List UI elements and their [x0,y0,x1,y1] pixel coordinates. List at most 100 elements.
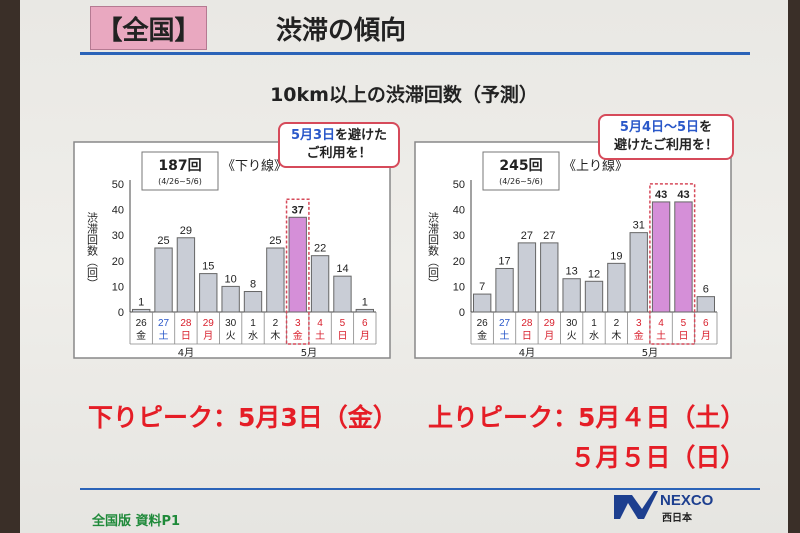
bar [154,247,173,313]
highlight-box [285,198,310,345]
y-tick-label: 40 [112,205,124,217]
x-day-label: 6 [362,318,368,329]
chart-subtitle: 10km以上の渋滞回数（予測） [270,84,538,106]
x-weekday-label: 月 [544,330,554,342]
x-weekday-label: 日 [678,331,688,342]
x-day-label: 30 [225,318,237,329]
month-label: 4月 [519,347,535,359]
bar-value-label: 6 [703,284,709,296]
bar [132,308,151,313]
bar [176,237,196,313]
bar-value-label: 17 [498,255,510,267]
callout-down-text1: を避けた [335,128,388,143]
footer-text: 全国版 資料P1 [92,514,181,529]
bar [584,280,604,313]
bar-value-label: 43 [677,189,689,201]
x-weekday-label: 金 [477,329,487,342]
x-weekday-label: 土 [159,329,169,342]
nexco-mark-icon [614,491,658,519]
callout-down-text2: ご利用を！ [306,146,372,161]
bar-value-label: 31 [633,220,645,232]
bar [288,216,307,313]
range-label: (4/26~5/6) [499,177,543,186]
bar [266,247,285,313]
bar [199,273,218,313]
x-weekday-label: 水 [589,330,599,342]
x-day-label: 3 [636,318,642,329]
bar-value-label: 25 [157,235,169,247]
x-weekday-label: 火 [226,330,236,342]
x-day-label: 26 [477,318,489,329]
x-day-label: 28 [180,318,192,329]
chart-down-line: 01020304050渋滞回数（回）187回(4/26~5/6)《下り線》126… [73,141,391,359]
y-tick-label: 10 [112,281,124,293]
bar-value-label: 43 [655,189,667,201]
chart-up-line: 01020304050渋滞回数（回）245回(4/26~5/6)《上り線》726… [414,141,732,359]
x-day-label: 3 [295,318,301,329]
y-axis-label: 渋滞回数（回） [86,212,99,289]
bar [674,201,693,313]
bar-value-label: 1 [362,296,368,308]
bar-value-label: 15 [202,261,214,273]
bar-value-label: 10 [225,273,237,285]
peak-up: 上りピーク：5月４日（土） ５月５日（日） [428,398,745,474]
x-weekday-label: 土 [656,329,666,342]
highlight-box [649,183,696,345]
x-weekday-label: 金 [634,329,644,342]
x-weekday-label: 日 [337,331,347,342]
callout-down-date: 5月3日 [290,128,336,143]
x-day-label: 4 [658,318,664,329]
bar [495,267,514,313]
month-label: 5月 [642,347,658,359]
callout-down: 5月3日を避けた ご利用を！ [278,122,400,168]
bar-value-label: 27 [521,230,533,242]
nexco-logo-text: NEXCO [660,492,714,509]
peak-up-line2: ５月５日（日） [570,443,746,472]
bar-value-label: 25 [269,235,281,247]
callout-up-text1: を [699,120,713,135]
x-day-label: 29 [203,318,215,329]
bar-value-label: 27 [543,230,555,242]
direction-label: 《上り線》 [563,158,628,174]
x-weekday-label: 日 [181,331,191,342]
x-day-label: 1 [250,318,256,329]
y-tick-label: 10 [453,281,465,293]
month-label: 5月 [301,347,317,359]
x-day-label: 6 [703,318,709,329]
y-tick-label: 0 [118,307,124,319]
x-weekday-label: 金 [136,329,146,342]
y-axis-label: 渋滞回数（回） [427,212,440,289]
x-weekday-label: 金 [293,329,303,342]
y-tick-label: 20 [112,256,124,268]
x-weekday-label: 木 [611,330,621,342]
range-label: (4/26~5/6) [158,177,202,186]
direction-label: 《下り線》 [222,158,287,174]
bar-value-label: 12 [588,268,600,280]
y-tick-label: 30 [112,230,124,242]
slide: 【全国】 渋滞の傾向 10km以上の渋滞回数（予測） 0 10 20 30 40 50 渋滞… [20,0,788,533]
bar [473,293,492,313]
bar-value-label: 37 [292,204,304,216]
x-day-label: 4 [317,318,323,329]
bar [517,242,537,313]
x-weekday-label: 土 [500,329,510,342]
y-tick-label: 50 [453,179,465,191]
bar [243,291,263,313]
x-day-label: 29 [544,318,556,329]
total-box [482,151,560,191]
callout-up: 5月4日～5日を 避けたご利用を！ [598,114,734,160]
bar-value-label: 8 [250,279,256,291]
bar-value-label: 22 [314,243,326,255]
title-divider [80,52,750,55]
x-day-label: 28 [521,318,533,329]
x-weekday-label: 火 [567,330,577,342]
bar [540,242,559,313]
x-weekday-label: 月 [203,330,213,342]
bar [221,285,240,313]
y-tick-label: 40 [453,205,465,217]
bar [651,201,671,313]
bar [629,232,648,313]
bar-value-label: 13 [566,266,578,278]
x-weekday-label: 土 [315,329,325,342]
y-tick-label: 20 [453,256,465,268]
